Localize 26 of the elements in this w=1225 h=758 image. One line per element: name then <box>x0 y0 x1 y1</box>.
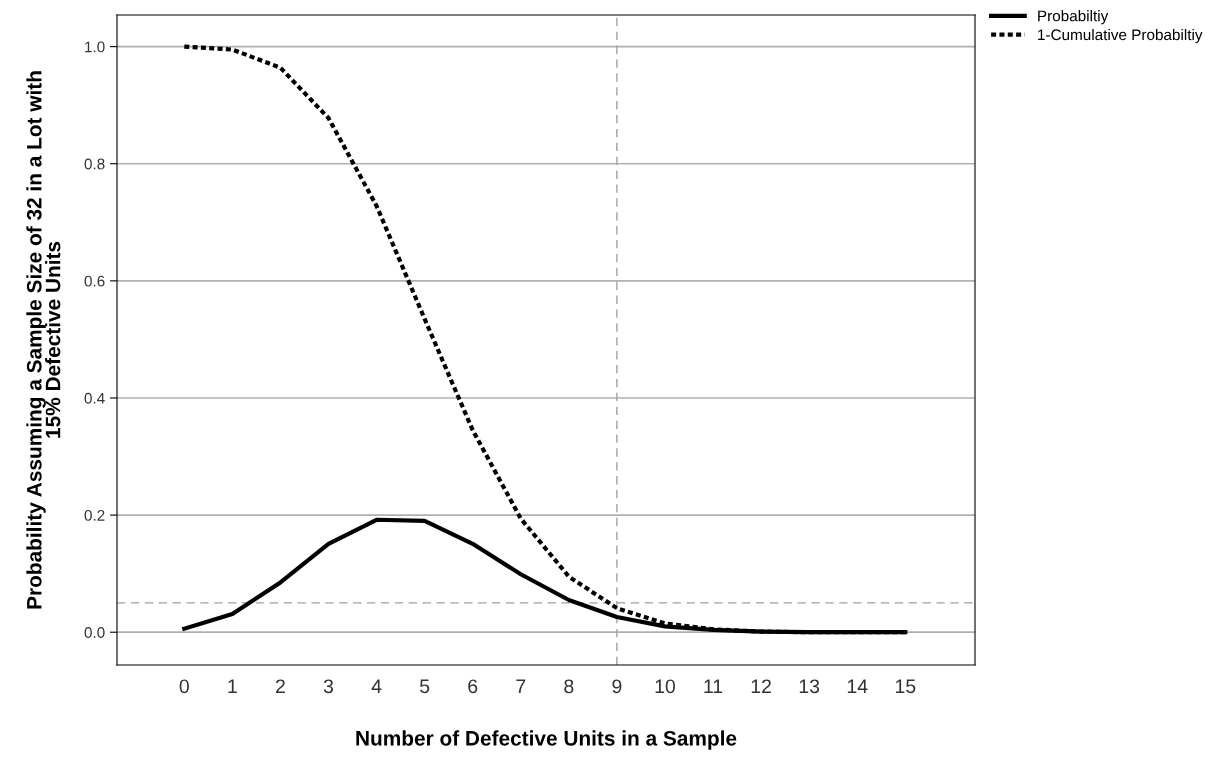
x-tick-label: 13 <box>799 679 820 694</box>
x-tick-label: 4 <box>371 679 382 693</box>
x-tick-label: 14 <box>847 679 868 693</box>
x-tick-label: 5 <box>420 679 430 694</box>
legend-label: 1-Cumulative Probabiltiy <box>1038 28 1203 44</box>
x-tick-label: 2 <box>276 679 285 693</box>
y-axis-title: Probability Assuming a Sample Size of 32 in a Lot with 15% Defective Units <box>26 71 61 609</box>
x-tick-label: 12 <box>751 679 771 693</box>
x-tick-label: 3 <box>323 679 334 694</box>
x-tick-label: 11 <box>704 679 723 693</box>
x-tick-label: 8 <box>564 679 574 694</box>
x-tick-label: 0 <box>179 679 189 694</box>
x-axis-title: Number of Defective Units in a Sample <box>356 730 737 750</box>
y-tick-label: 0.4 <box>84 392 105 404</box>
x-tick-label: 9 <box>612 679 622 694</box>
y-tick-label: 0.2 <box>84 509 105 521</box>
y-tick-label: 0.6 <box>84 275 105 287</box>
x-tick-label: 15 <box>895 679 916 694</box>
y-tick-label: 0.0 <box>84 627 105 638</box>
x-tick-label: 7 <box>516 679 526 693</box>
x-tick-label: 6 <box>468 679 478 694</box>
y-tick-label: 0.8 <box>84 158 105 170</box>
x-tick-label: 10 <box>655 679 676 694</box>
legend-label: Probabiltiy <box>1038 10 1109 25</box>
y-tick-label: 1.0 <box>85 41 105 53</box>
x-tick-label: 1 <box>228 679 237 693</box>
